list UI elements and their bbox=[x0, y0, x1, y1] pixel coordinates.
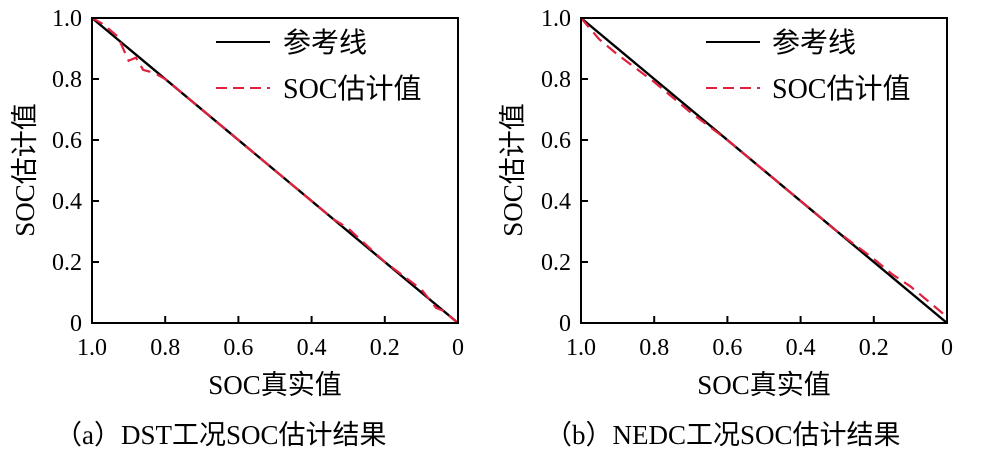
legend-label-estimate-b: SOC估计值 bbox=[772, 73, 910, 105]
panel-a: 1.0 0.8 0.6 0.4 0.2 0 0 0.2 0.4 0.6 0.8 1.0 参考线 SOC… bbox=[10, 6, 464, 450]
y-tick-label-a: 0 bbox=[70, 311, 82, 337]
x-tick-label-a: 0.4 bbox=[297, 335, 327, 361]
x-tick-label-b: 0.2 bbox=[859, 335, 889, 361]
x-tick-label-b: 0 bbox=[941, 335, 953, 361]
y-tick-label-a: 1.0 bbox=[52, 6, 82, 32]
plot-frame-b bbox=[580, 17, 948, 324]
panel-b: 1.0 0.8 0.6 0.4 0.2 0 0 0.2 0.4 0.6 0.8 1.0 参考线 SOC… bbox=[498, 6, 953, 450]
y-tick-label-b: 0.8 bbox=[541, 67, 571, 93]
series-line-estimate-b bbox=[580, 17, 948, 318]
y-tick-label-a: 0.6 bbox=[52, 128, 82, 154]
y-axis-label-b: SOC估计值 bbox=[498, 103, 528, 237]
x-tick-label-a: 0.2 bbox=[370, 335, 400, 361]
y-axis-label-a: SOC估计值 bbox=[10, 103, 40, 237]
y-tick-label-b: 0.4 bbox=[541, 189, 571, 215]
x-tick-label-b: 0.4 bbox=[786, 335, 816, 361]
y-tick-label-b: 1.0 bbox=[541, 6, 571, 32]
plot-frame-a bbox=[91, 17, 459, 324]
legend-label-reference-a: 参考线 bbox=[283, 27, 367, 59]
legend-label-estimate-a: SOC估计值 bbox=[283, 73, 421, 105]
x-tick-label-a: 0.6 bbox=[223, 335, 253, 361]
caption-b: （b）NEDC工况SOC估计结果 bbox=[545, 420, 901, 450]
y-tick-label-b: 0.6 bbox=[541, 128, 571, 154]
x-tick-label-a: 0 bbox=[452, 335, 464, 361]
caption-a: （a）DST工况SOC估计结果 bbox=[55, 420, 387, 450]
x-tick-label-a: 0.8 bbox=[150, 335, 180, 361]
x-tick-label-b: 1.0 bbox=[566, 335, 596, 361]
y-tick-label-b: 0 bbox=[559, 311, 571, 337]
x-tick-label-a: 1.0 bbox=[77, 335, 107, 361]
y-tick-label-b: 0.2 bbox=[541, 250, 571, 276]
y-tick-label-a: 0.4 bbox=[52, 189, 82, 215]
x-axis-label-b: SOC真实值 bbox=[697, 370, 831, 400]
legend-a: 参考线 SOC估计值 bbox=[216, 27, 421, 105]
series-line-estimate-a bbox=[91, 17, 459, 324]
y-tick-label-a: 0.8 bbox=[52, 67, 82, 93]
legend-b: 参考线 SOC估计值 bbox=[706, 27, 910, 105]
x-tick-label-b: 0.6 bbox=[712, 335, 742, 361]
legend-label-reference-b: 参考线 bbox=[772, 27, 856, 59]
x-tick-label-b: 0.8 bbox=[639, 335, 669, 361]
x-axis-label-a: SOC真实值 bbox=[208, 370, 342, 400]
y-tick-label-a: 0.2 bbox=[52, 250, 82, 276]
